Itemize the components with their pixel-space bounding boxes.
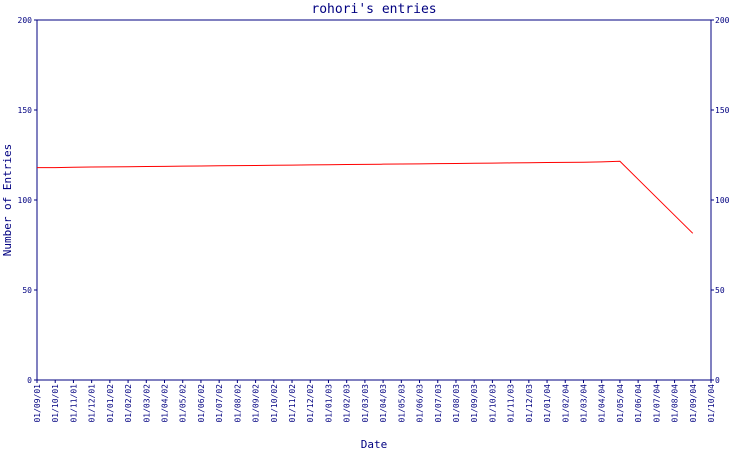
y-tick-label: 200 bbox=[18, 16, 33, 25]
y2-tick-label: 100 bbox=[715, 196, 730, 205]
y2-tick-label: 0 bbox=[715, 376, 720, 385]
x-tick-label: 01/12/01 bbox=[88, 384, 97, 423]
x-tick-label: 01/09/04 bbox=[689, 384, 698, 423]
y-tick-label: 50 bbox=[22, 286, 32, 295]
x-tick-label: 01/10/01 bbox=[51, 384, 60, 423]
x-tick-label: 01/02/03 bbox=[343, 384, 352, 423]
x-tick-label: 01/07/03 bbox=[434, 384, 443, 423]
x-tick-label: 01/05/04 bbox=[616, 384, 625, 423]
x-tick-label: 01/11/01 bbox=[69, 384, 78, 423]
x-tick-label: 01/03/04 bbox=[579, 384, 588, 423]
x-tick-label: 01/01/04 bbox=[543, 384, 552, 423]
x-tick-label: 01/03/03 bbox=[361, 384, 370, 423]
x-tick-label: 01/06/03 bbox=[416, 384, 425, 423]
x-tick-label: 01/12/02 bbox=[306, 384, 315, 423]
x-tick-label: 01/10/02 bbox=[270, 384, 279, 423]
x-tick-label: 01/08/02 bbox=[233, 384, 242, 423]
x-tick-label: 01/11/03 bbox=[507, 384, 516, 423]
x-tick-label: 01/12/03 bbox=[525, 384, 534, 423]
y-tick-label: 150 bbox=[18, 106, 33, 115]
y-tick-label: 0 bbox=[27, 376, 32, 385]
x-tick-label: 01/05/03 bbox=[397, 384, 406, 423]
x-tick-label: 01/05/02 bbox=[179, 384, 188, 423]
y-tick-label: 100 bbox=[18, 196, 33, 205]
x-tick-label: 01/06/04 bbox=[634, 384, 643, 423]
x-tick-label: 01/09/02 bbox=[252, 384, 261, 423]
x-tick-label: 01/02/02 bbox=[124, 384, 133, 423]
y-axis-label: Number of Entries bbox=[1, 144, 14, 257]
x-tick-label: 01/09/03 bbox=[470, 384, 479, 423]
x-tick-label: 01/03/02 bbox=[142, 384, 151, 423]
y2-tick-label: 200 bbox=[715, 16, 730, 25]
series-line bbox=[37, 160, 694, 234]
x-tick-label: 01/04/03 bbox=[379, 384, 388, 423]
x-tick-label: 01/07/04 bbox=[652, 384, 661, 423]
x-tick-label: 01/01/02 bbox=[106, 384, 115, 423]
y2-tick-label: 150 bbox=[715, 106, 730, 115]
x-tick-label: 01/10/03 bbox=[488, 384, 497, 423]
x-tick-label: 01/02/04 bbox=[561, 384, 570, 423]
x-tick-label: 01/10/04 bbox=[707, 384, 716, 423]
chart-title: rohori's entries bbox=[311, 2, 436, 17]
x-axis-label: Date bbox=[361, 438, 388, 450]
x-tick-label: 01/07/02 bbox=[215, 384, 224, 423]
y2-tick-label: 50 bbox=[715, 286, 725, 295]
x-tick-label: 01/04/02 bbox=[161, 384, 170, 423]
x-tick-label: 01/06/02 bbox=[197, 384, 206, 423]
x-tick-label: 01/01/03 bbox=[324, 384, 333, 423]
x-tick-label: 01/11/02 bbox=[288, 384, 297, 423]
x-tick-label: 01/09/01 bbox=[33, 384, 42, 423]
x-tick-label: 01/08/04 bbox=[671, 384, 680, 423]
x-tick-label: 01/08/03 bbox=[452, 384, 461, 423]
x-tick-label: 01/04/04 bbox=[598, 384, 607, 423]
